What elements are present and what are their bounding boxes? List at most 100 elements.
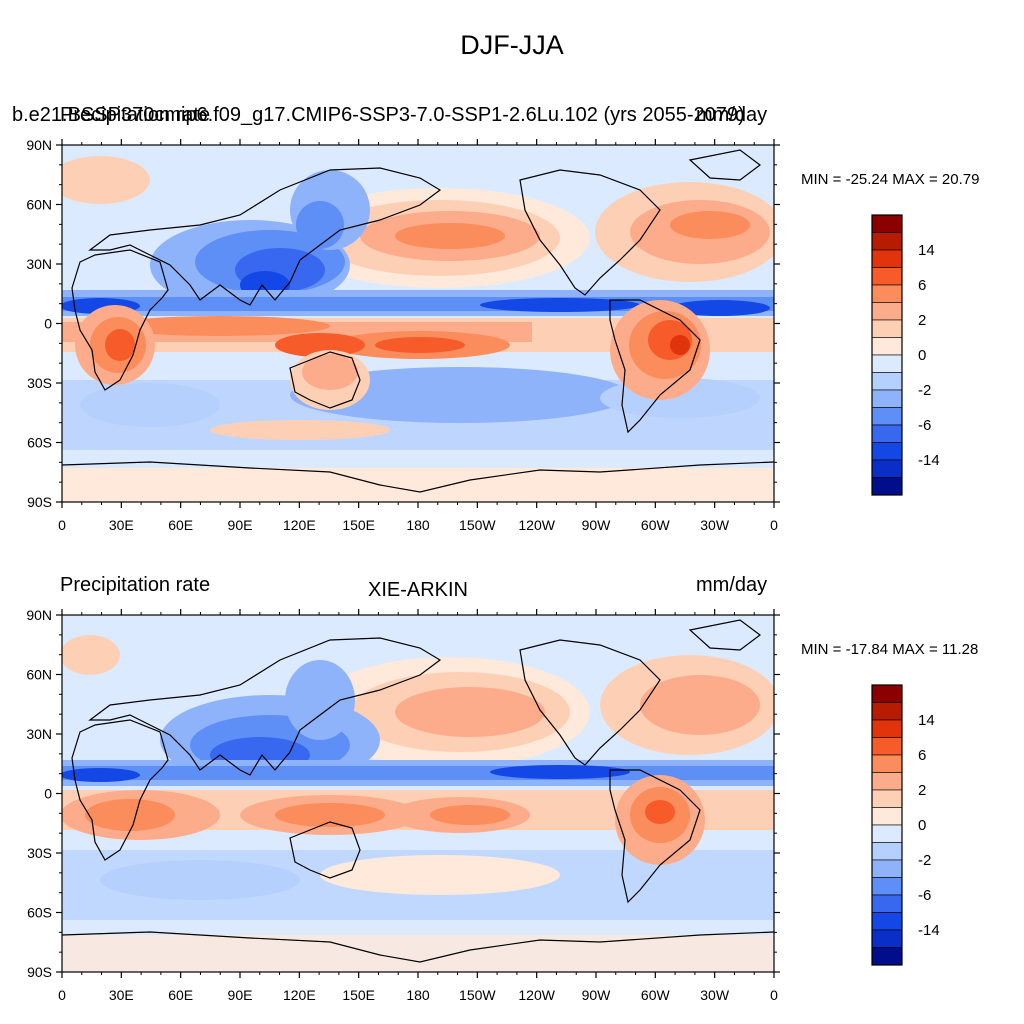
axes-layer: 90N 60N 30N 0 30S 60S 90S 0 30E 60E 90E 120E 150E 180… bbox=[26, 137, 780, 1003]
colorbar1-frame bbox=[871, 214, 903, 496]
panel2-lat-label: 60S bbox=[27, 905, 52, 921]
panel2-lat-label: 90S bbox=[27, 964, 52, 980]
colorbar1-label: -6 bbox=[918, 417, 931, 434]
colorbar1-swatch bbox=[871, 319, 903, 338]
panel1-lon-label: 60E bbox=[168, 517, 193, 533]
panel2-lat-label: 0 bbox=[44, 786, 52, 802]
panel2-lon-label: 90W bbox=[582, 987, 612, 1003]
colorbar1-swatch bbox=[871, 214, 903, 233]
panel1-lon-label: 0 bbox=[58, 517, 66, 533]
colorbar2-swatch bbox=[871, 684, 903, 703]
panel2-map bbox=[61, 614, 775, 973]
colorbar2-swatch bbox=[871, 929, 903, 948]
colorbar2-label: 0 bbox=[918, 817, 926, 834]
panel2-lon-label: 0 bbox=[58, 987, 66, 1003]
colorbar2-swatch bbox=[871, 877, 903, 896]
colorbar2-swatch bbox=[871, 737, 903, 756]
colorbar1-swatch bbox=[871, 267, 903, 286]
panel1-lat-label: 90N bbox=[26, 137, 52, 153]
panel1-lon-label: 0 bbox=[770, 517, 778, 533]
panel1-left-title: Precipitation rate bbox=[60, 104, 211, 126]
panel2-right-title: mm/day bbox=[696, 574, 768, 596]
colorbar1-swatch bbox=[871, 424, 903, 443]
panel1-lon-label: 60W bbox=[641, 517, 671, 533]
colorbar1-label: 6 bbox=[918, 277, 926, 294]
panel1-lon-label: 90E bbox=[228, 517, 253, 533]
panel1-lon-label: 150E bbox=[342, 517, 375, 533]
panel1-center-title: b.e21.BSSP370cmip6.f09_g17.CMIP6-SSP3-7.… bbox=[12, 104, 745, 126]
panel1-lon-label: 120W bbox=[518, 517, 555, 533]
panel1-lat-label: 60N bbox=[26, 197, 52, 213]
panel2-lon-label: 30W bbox=[700, 987, 730, 1003]
panel1-lat-label: 30N bbox=[26, 256, 52, 272]
colorbar2-swatch bbox=[871, 807, 903, 826]
panel1-lon-label: 120E bbox=[283, 517, 316, 533]
colorbar1-label: -2 bbox=[918, 382, 931, 399]
colorbar2-swatch bbox=[871, 719, 903, 738]
panel2-lon-label: 180 bbox=[406, 987, 430, 1003]
colorbar1-swatch bbox=[871, 389, 903, 408]
panel1-lon-label: 30W bbox=[700, 517, 730, 533]
panel2-lat-label: 90N bbox=[26, 607, 52, 623]
panel1-map bbox=[61, 144, 775, 503]
panel1-right-title: mm/day bbox=[696, 104, 768, 126]
colorbar1-swatch bbox=[871, 354, 903, 373]
colorbar1-swatch bbox=[871, 372, 903, 391]
colorbar1-swatch bbox=[871, 232, 903, 251]
panel1-lat-label: 0 bbox=[44, 316, 52, 332]
colorbar1-swatch bbox=[871, 442, 903, 461]
panel1-lon-label: 30E bbox=[109, 517, 134, 533]
colorbar1-swatch bbox=[871, 249, 903, 268]
colorbar2-label: 14 bbox=[918, 712, 935, 729]
panel1-lon-label: 150W bbox=[459, 517, 496, 533]
panel2-lon-label: 60E bbox=[168, 987, 193, 1003]
panel2-center-title: XIE-ARKIN bbox=[367, 579, 469, 601]
panel1-lon-label: 90W bbox=[582, 517, 612, 533]
colorbar1-label: -14 bbox=[918, 452, 940, 469]
colorbar1-label: 2 bbox=[918, 312, 926, 329]
colorbar2-label: -6 bbox=[918, 887, 931, 904]
colorbar2-swatch bbox=[871, 754, 903, 773]
colorbar2-frame bbox=[871, 684, 903, 966]
colorbar1-swatch bbox=[871, 459, 903, 478]
colorbar2-swatch bbox=[871, 842, 903, 861]
colorbar2-swatch bbox=[871, 824, 903, 843]
colorbar1-label: 0 bbox=[918, 347, 926, 364]
colorbar2-swatch bbox=[871, 894, 903, 913]
panel2-lat-label: 60N bbox=[26, 667, 52, 683]
main-title: DJF-JJA bbox=[460, 30, 564, 60]
panel2-lon-label: 60W bbox=[641, 987, 671, 1003]
colorbar2-swatch bbox=[871, 947, 903, 966]
colorbar-layer: 14 6 2 0 -2 -6 -14 14 6 2 0 -2 -6 -14 bbox=[871, 214, 940, 966]
panel1-lon-label: 180 bbox=[406, 517, 430, 533]
colorbar1-swatch bbox=[871, 477, 903, 496]
colorbar2-swatch bbox=[871, 702, 903, 721]
colorbar2-swatch bbox=[871, 912, 903, 931]
colorbar2-label: -14 bbox=[918, 922, 940, 939]
panel2-minmax: MIN = -17.84 MAX = 11.28 bbox=[801, 641, 979, 658]
colorbar2-label: 6 bbox=[918, 747, 926, 764]
colorbar2-swatch bbox=[871, 789, 903, 808]
panel1-lat-label: 30S bbox=[27, 375, 52, 391]
colorbar1-label: 14 bbox=[918, 242, 935, 259]
panel2-lon-label: 0 bbox=[770, 987, 778, 1003]
colorbar1-swatch bbox=[871, 284, 903, 303]
panel2-lon-label: 150W bbox=[459, 987, 496, 1003]
panel2-lon-label: 120E bbox=[283, 987, 316, 1003]
panel2-lat-label: 30N bbox=[26, 726, 52, 742]
colorbar1-swatch bbox=[871, 302, 903, 321]
colorbar2-swatch bbox=[871, 859, 903, 878]
panel1-lat-label: 90S bbox=[27, 494, 52, 510]
colorbar2-label: 2 bbox=[918, 782, 926, 799]
colorbar2-label: -2 bbox=[918, 852, 931, 869]
panel2-lon-label: 30E bbox=[109, 987, 134, 1003]
panel2-lon-label: 90E bbox=[228, 987, 253, 1003]
panel2-lat-label: 30S bbox=[27, 845, 52, 861]
panel2-left-title: Precipitation rate bbox=[60, 574, 211, 596]
panel1-lat-label: 60S bbox=[27, 435, 52, 451]
panel1-minmax: MIN = -25.24 MAX = 20.79 bbox=[801, 171, 980, 188]
colorbar1-swatch bbox=[871, 407, 903, 426]
panel2-lon-label: 150E bbox=[342, 987, 375, 1003]
colorbar2-swatch bbox=[871, 772, 903, 791]
